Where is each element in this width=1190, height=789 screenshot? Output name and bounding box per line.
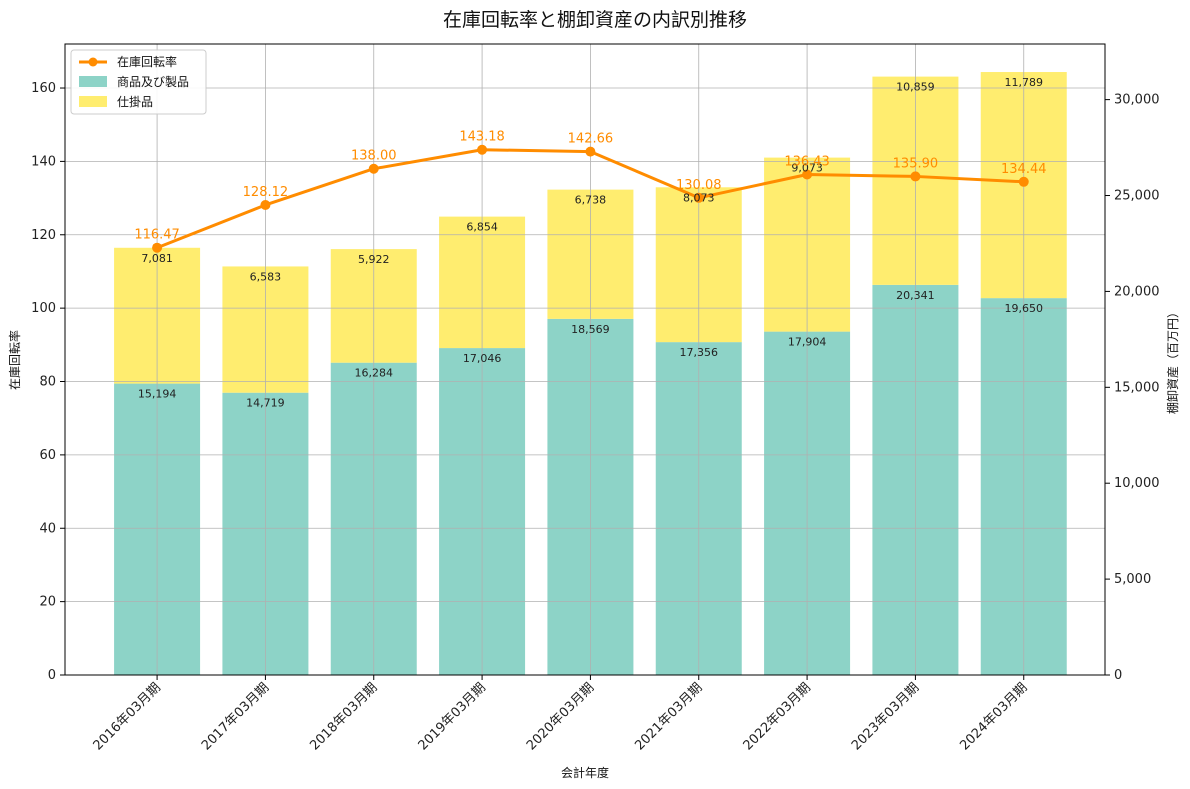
turnover-point — [152, 242, 163, 253]
y-right-tick-label: 20,000 — [1114, 284, 1160, 299]
line-layer — [152, 144, 1029, 253]
turnover-point — [368, 163, 379, 174]
turnover-value-label: 130.08 — [676, 178, 722, 193]
x-tick-label: 2019年03月期 — [416, 680, 489, 753]
y-left-tick-label: 0 — [48, 668, 56, 683]
y-left-tick-label: 60 — [39, 448, 56, 463]
bar-value-label: 17,046 — [463, 352, 502, 365]
x-tick-label: 2023年03月期 — [849, 680, 922, 753]
y-right-tick-label: 25,000 — [1114, 189, 1160, 204]
turnover-point — [585, 146, 596, 157]
bar-value-label: 6,854 — [466, 221, 498, 234]
bar-value-label: 9,073 — [791, 162, 823, 175]
bar-value-label: 16,284 — [355, 367, 394, 380]
turnover-value-label: 128.12 — [243, 185, 289, 200]
y-left-tick-label: 160 — [31, 81, 56, 96]
x-tick-label: 2020年03月期 — [524, 680, 597, 753]
bar-value-label: 10,859 — [896, 81, 935, 94]
turnover-point — [693, 192, 704, 203]
turnover-value-label: 134.44 — [1001, 162, 1047, 177]
y-axis-left-label: 在庫回転率 — [7, 330, 22, 390]
bar-value-label: 6,738 — [575, 194, 607, 207]
turnover-value-label: 138.00 — [351, 149, 397, 164]
y-left-tick-label: 20 — [39, 595, 56, 610]
bar-value-label: 14,719 — [246, 397, 285, 410]
bar-value-label: 18,569 — [571, 323, 610, 336]
y-right-tick-label: 10,000 — [1114, 476, 1160, 491]
y-left-tick-label: 100 — [31, 301, 56, 316]
x-tick-label: 2024年03月期 — [957, 680, 1030, 753]
turnover-point — [1018, 176, 1029, 187]
turnover-value-label: 135.90 — [893, 156, 939, 171]
legend-swatch-bar — [79, 76, 107, 87]
bar-value-label: 6,583 — [250, 270, 282, 283]
y-right-tick-label: 0 — [1114, 668, 1122, 683]
y-left-tick-label: 120 — [31, 228, 56, 243]
turnover-point — [802, 169, 813, 180]
x-tick-label: 2022年03月期 — [741, 680, 814, 753]
bar-value-label: 19,650 — [1005, 302, 1044, 315]
x-tick-label: 2021年03月期 — [632, 680, 705, 753]
y-right-tick-label: 5,000 — [1114, 572, 1151, 587]
legend-swatch-bar — [79, 96, 107, 107]
bar-value-label: 17,904 — [788, 336, 827, 349]
bar-value-label: 5,922 — [358, 253, 390, 266]
y-right-tick-label: 15,000 — [1114, 380, 1160, 395]
y-axis-right-label: 棚卸資産（百万円） — [1165, 306, 1180, 414]
turnover-value-label: 116.47 — [134, 228, 180, 243]
turnover-point — [260, 199, 271, 210]
legend-entry-label: 商品及び製品 — [117, 74, 189, 89]
legend-entry-label: 仕掛品 — [117, 94, 153, 109]
x-tick-label: 2016年03月期 — [91, 680, 164, 753]
legend-swatch-marker — [88, 57, 98, 67]
turnover-point — [910, 171, 921, 182]
turnover-value-label: 143.18 — [459, 130, 505, 145]
turnover-value-label: 142.66 — [568, 132, 614, 147]
y-left-tick-label: 80 — [39, 375, 56, 390]
chart-title: 在庫回転率と棚卸資産の内訳別推移 — [443, 9, 747, 31]
y-left-tick-label: 140 — [31, 154, 56, 169]
labels-layer: 15,194 7,081 14,719 6,583 16,284 5,922 17,046 6… — [134, 76, 1046, 410]
bar-value-label: 17,356 — [680, 346, 719, 359]
bar-value-label: 8,073 — [683, 191, 715, 204]
bar-value-label: 20,341 — [896, 289, 935, 302]
turnover-value-label: 136.43 — [784, 154, 830, 169]
x-tick-label: 2018年03月期 — [307, 680, 380, 753]
legend-entry-label: 在庫回転率 — [117, 54, 177, 69]
plot-frame — [64, 43, 1106, 676]
bar-value-label: 11,789 — [1005, 76, 1044, 89]
bar-value-label: 15,194 — [138, 388, 177, 401]
turnover-point — [477, 144, 488, 155]
x-axis-label: 会計年度 — [561, 765, 609, 780]
bar-value-label: 7,081 — [141, 252, 173, 265]
y-right-tick-label: 30,000 — [1114, 93, 1160, 108]
x-tick-label: 2017年03月期 — [199, 680, 272, 753]
y-left-tick-label: 40 — [39, 521, 56, 536]
